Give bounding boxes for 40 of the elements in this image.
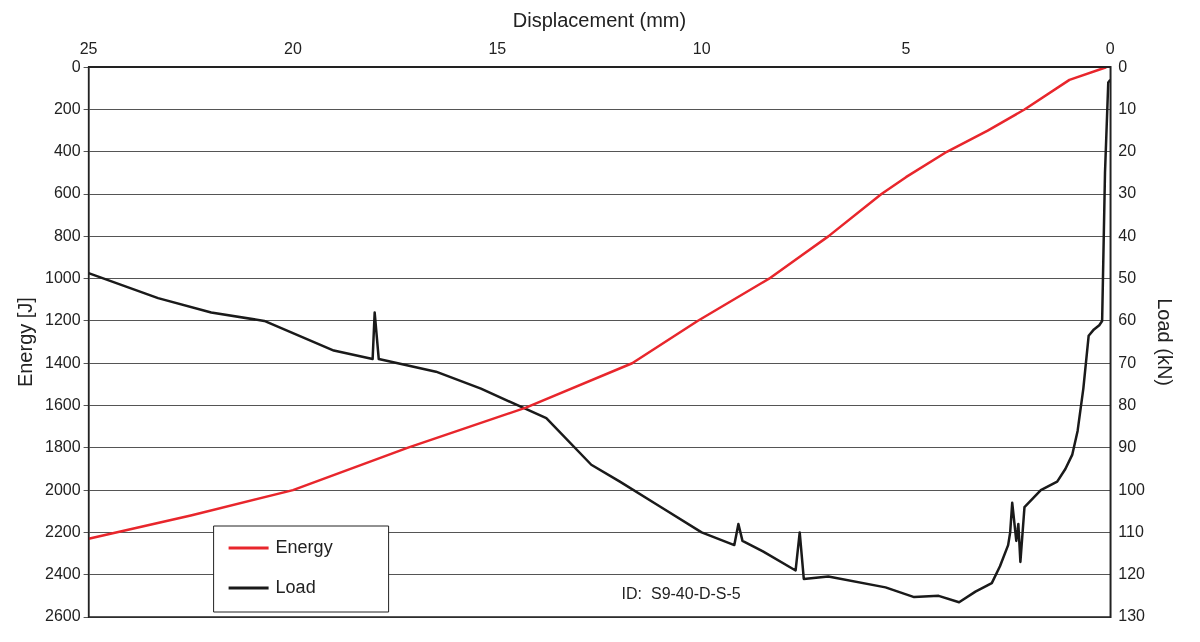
- y-tick-label: 800: [53, 226, 81, 244]
- x-tick-label: 0: [1105, 40, 1115, 58]
- y2-tick-label: 0: [1118, 57, 1128, 75]
- legend-label: Energy: [275, 536, 333, 557]
- y2-axis-title: Load (kN): [1154, 298, 1177, 387]
- x-axis-title: Displacement (mm): [512, 8, 687, 31]
- x-tick-label: 10: [692, 40, 711, 58]
- y-tick-label: 2400: [45, 565, 81, 583]
- y2-tick-label: 60: [1118, 311, 1137, 329]
- x-tick-label: 15: [488, 40, 507, 58]
- y-tick-label: 600: [53, 184, 81, 202]
- y-tick-label: 1000: [45, 269, 81, 287]
- y-tick-label: 200: [53, 99, 81, 117]
- y-tick-label: 1600: [45, 395, 81, 413]
- legend-label: Load: [275, 576, 316, 597]
- y-tick-label: 1400: [45, 353, 81, 371]
- y2-tick-label: 50: [1118, 269, 1137, 287]
- y2-tick-label: 120: [1118, 565, 1146, 583]
- y-tick-label: 0: [71, 57, 81, 75]
- y2-tick-label: 100: [1118, 480, 1146, 498]
- y2-tick-label: 40: [1118, 226, 1137, 244]
- y2-tick-label: 110: [1118, 522, 1144, 540]
- y-tick-label: 1200: [45, 311, 81, 329]
- y-axis-title: Energy [J]: [13, 297, 36, 388]
- y-tick-label: 2000: [45, 480, 81, 498]
- y-tick-label: 400: [53, 142, 81, 160]
- y-tick-label: 2600: [45, 607, 81, 625]
- y2-tick-label: 30: [1118, 184, 1137, 202]
- y2-tick-label: 130: [1118, 607, 1146, 625]
- x-tick-label: 20: [284, 40, 302, 58]
- y-tick-label: 2200: [45, 522, 81, 540]
- y2-tick-label: 70: [1118, 353, 1137, 371]
- y-tick-label: 1800: [45, 438, 81, 456]
- x-tick-label: 25: [79, 40, 98, 58]
- y2-tick-label: 80: [1118, 395, 1137, 413]
- y2-tick-label: 90: [1118, 438, 1137, 456]
- annotation: ID: S9-40-D-S-5: [621, 585, 741, 603]
- y2-tick-label: 20: [1118, 142, 1137, 160]
- y2-tick-label: 10: [1118, 99, 1137, 117]
- x-tick-label: 5: [901, 40, 911, 58]
